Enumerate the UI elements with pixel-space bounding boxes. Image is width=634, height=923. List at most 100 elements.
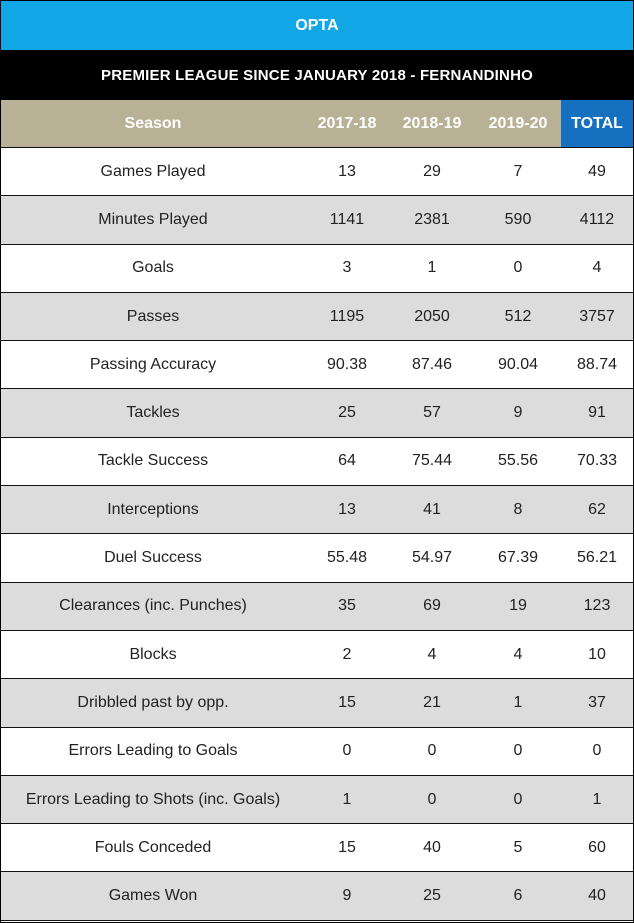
value-total: 4 — [592, 259, 602, 277]
value-2018-19: 1 — [427, 259, 437, 277]
value-2019-20: 1 — [513, 693, 523, 711]
table-row: Clearances (inc. Punches) 35 69 19 123 — [1, 582, 633, 631]
value-total: 88.74 — [576, 355, 618, 373]
table-row: Passes 1195 2050 512 3757 — [1, 292, 633, 342]
value-total: 123 — [583, 597, 611, 615]
table-row: Games Won 9 25 6 40 — [1, 872, 633, 921]
value-2018-19: 57 — [423, 404, 441, 422]
table-row: Passing Accuracy 90.38 87.46 90.04 88.74 — [1, 341, 633, 390]
value-2017-18: 25 — [338, 404, 356, 422]
value-2018-19: 54.97 — [411, 549, 453, 567]
value-2017-18: 2 — [342, 645, 352, 663]
stat-label: Errors Leading to Goals — [68, 742, 238, 760]
value-2018-19: 21 — [423, 693, 441, 711]
value-2018-19: 29 — [423, 162, 441, 180]
value-total: 60 — [588, 838, 606, 856]
stat-label: Minutes Played — [98, 210, 208, 228]
stat-label: Games Won — [108, 887, 198, 905]
value-2019-20: 0 — [513, 790, 523, 808]
column-header-2017-18: 2017-18 — [317, 114, 377, 132]
value-total: 70.33 — [576, 452, 618, 470]
table-header-row: Season 2017-18 2018-19 2019-20 TOTAL — [1, 100, 633, 148]
stat-label: Games Played — [100, 162, 206, 180]
stat-label: Fouls Conceded — [94, 838, 212, 856]
value-total: 56.21 — [576, 549, 618, 567]
value-2019-20: 0 — [513, 259, 523, 277]
value-2018-19: 25 — [423, 887, 441, 905]
stat-label: Passes — [126, 307, 180, 325]
value-2017-18: 35 — [338, 597, 356, 615]
value-2019-20: 90.04 — [497, 355, 539, 373]
table-row: Minutes Played 1141 2381 590 4112 — [1, 196, 633, 245]
column-header-season: Season — [124, 114, 182, 132]
column-header-2019-20: 2019-20 — [488, 114, 548, 132]
value-total: 1 — [592, 790, 602, 808]
value-total: 62 — [588, 500, 606, 518]
value-2018-19: 0 — [427, 742, 437, 760]
value-2017-18: 15 — [338, 838, 356, 856]
value-2017-18: 15 — [338, 693, 356, 711]
stat-label: Clearances (inc. Punches) — [59, 597, 247, 615]
stat-label: Blocks — [129, 645, 177, 663]
value-2019-20: 7 — [513, 162, 523, 180]
table-row: Duel Success 55.48 54.97 67.39 56.21 — [1, 534, 633, 583]
stat-label: Passing Accuracy — [89, 355, 217, 373]
value-2017-18: 9 — [342, 887, 352, 905]
value-total: 4112 — [579, 210, 615, 228]
value-2018-19: 69 — [423, 597, 441, 615]
column-header-2018-19: 2018-19 — [402, 114, 462, 132]
value-2018-19: 2050 — [414, 307, 450, 325]
value-2019-20: 5 — [513, 838, 523, 856]
value-2019-20: 4 — [513, 645, 523, 663]
stat-label: Tackle Success — [97, 452, 209, 470]
value-2017-18: 0 — [342, 742, 352, 760]
value-2019-20: 55.56 — [497, 452, 539, 470]
table-row: Games Played 13 29 7 49 — [1, 148, 633, 197]
stat-label: Dribbled past by opp. — [77, 693, 229, 711]
value-2019-20: 6 — [513, 887, 523, 905]
table-row: Errors Leading to Shots (inc. Goals) 1 0 0 1 — [1, 775, 633, 825]
value-2019-20: 67.39 — [497, 549, 539, 567]
table-row: Errors Leading to Goals 0 0 0 0 — [1, 727, 633, 776]
value-total: 37 — [588, 693, 606, 711]
value-2019-20: 8 — [513, 500, 523, 518]
value-2017-18: 90.38 — [326, 355, 368, 373]
table-row: Tackles 25 57 9 91 — [1, 389, 633, 438]
value-total: 0 — [592, 742, 602, 760]
value-2019-20: 9 — [513, 404, 523, 422]
value-2018-19: 40 — [423, 838, 441, 856]
value-2017-18: 64 — [338, 452, 356, 470]
value-2017-18: 1195 — [329, 307, 365, 325]
table-row: Dribbled past by opp. 15 21 1 37 — [1, 679, 633, 728]
column-header-total: TOTAL — [561, 100, 633, 147]
value-2017-18: 13 — [338, 162, 356, 180]
value-2019-20: 0 — [513, 742, 523, 760]
value-2018-19: 4 — [427, 645, 437, 663]
table-row: Fouls Conceded 15 40 5 60 — [1, 824, 633, 873]
table-row: Interceptions 13 41 8 62 — [1, 486, 633, 535]
value-2018-19: 87.46 — [411, 355, 453, 373]
value-2017-18: 3 — [342, 259, 352, 277]
table-row: Goals 3 1 0 4 — [1, 244, 633, 293]
value-total: 49 — [588, 162, 606, 180]
value-2019-20: 19 — [509, 597, 527, 615]
value-total: 10 — [588, 645, 606, 663]
value-2018-19: 0 — [427, 790, 437, 808]
value-2017-18: 1141 — [329, 210, 365, 228]
value-2019-20: 512 — [504, 307, 532, 325]
table-row: Blocks 2 4 4 10 — [1, 630, 633, 680]
value-2017-18: 1 — [342, 790, 352, 808]
value-2018-19: 2381 — [414, 210, 450, 228]
value-2017-18: 55.48 — [326, 549, 368, 567]
value-total: 40 — [588, 887, 606, 905]
table-title: PREMIER LEAGUE SINCE JANUARY 2018 - FERN… — [1, 51, 633, 100]
source-banner: OPTA — [1, 1, 633, 51]
value-total: 91 — [588, 404, 606, 422]
value-total: 3757 — [579, 307, 615, 325]
stat-label: Interceptions — [107, 500, 199, 518]
value-2017-18: 13 — [338, 500, 356, 518]
stat-label: Tackles — [126, 404, 180, 422]
stat-label: Duel Success — [104, 549, 202, 567]
stat-label: Goals — [132, 259, 174, 277]
